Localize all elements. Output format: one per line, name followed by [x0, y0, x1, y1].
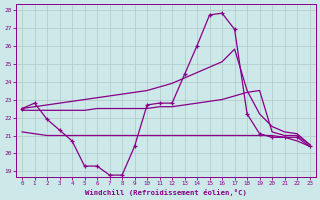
X-axis label: Windchill (Refroidissement éolien,°C): Windchill (Refroidissement éolien,°C): [85, 189, 247, 196]
